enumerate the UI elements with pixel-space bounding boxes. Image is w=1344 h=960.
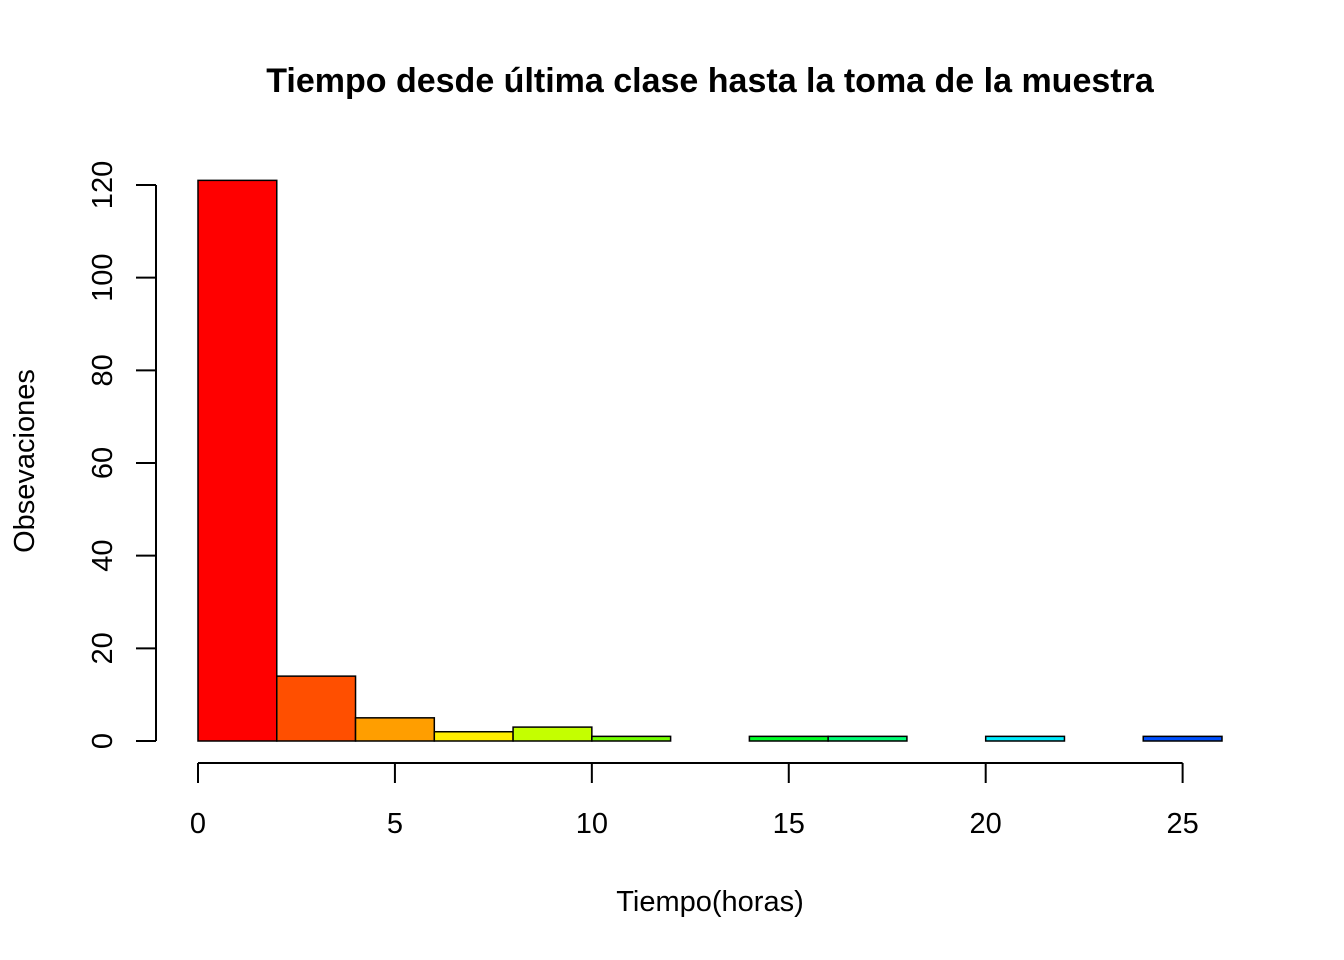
histogram-bar-4: [512, 726, 593, 742]
y-tick-label-40: 40: [87, 540, 119, 572]
x-tick-label-0: 0: [190, 808, 206, 840]
bars-group: [197, 179, 1223, 742]
x-axis: 0 5 10 15 20 25: [190, 762, 1199, 840]
y-tick-label-100: 100: [87, 253, 119, 301]
histogram-bar-5: [591, 735, 672, 742]
x-tick-label-25: 25: [1166, 808, 1198, 840]
histogram-bar-12: [1142, 735, 1223, 742]
y-axis: 0 20 40 60 80 100 120: [87, 161, 157, 749]
y-tick-label-80: 80: [87, 354, 119, 386]
y-tick-label-0: 0: [87, 733, 119, 749]
histogram-bar-8: [827, 735, 908, 742]
histogram-bar-10: [984, 735, 1066, 742]
histogram-bar-0: [197, 179, 278, 742]
x-axis-label: Tiempo(horas): [616, 886, 803, 918]
histogram-bar-1: [276, 675, 357, 742]
y-tick-label-60: 60: [87, 447, 119, 479]
x-tick-label-10: 10: [576, 808, 608, 840]
histogram-bar-3: [433, 730, 514, 742]
y-tick-label-20: 20: [87, 632, 119, 664]
histogram-bar-7: [748, 735, 829, 742]
x-tick-label-15: 15: [773, 808, 805, 840]
histogram-bar-2: [354, 717, 436, 742]
x-tick-label-5: 5: [387, 808, 403, 840]
y-axis-label: Obsevaciones: [9, 369, 41, 553]
y-tick-label-120: 120: [87, 161, 119, 209]
chart-title: Tiempo desde última clase hasta la toma …: [266, 62, 1155, 100]
x-tick-label-20: 20: [970, 808, 1002, 840]
